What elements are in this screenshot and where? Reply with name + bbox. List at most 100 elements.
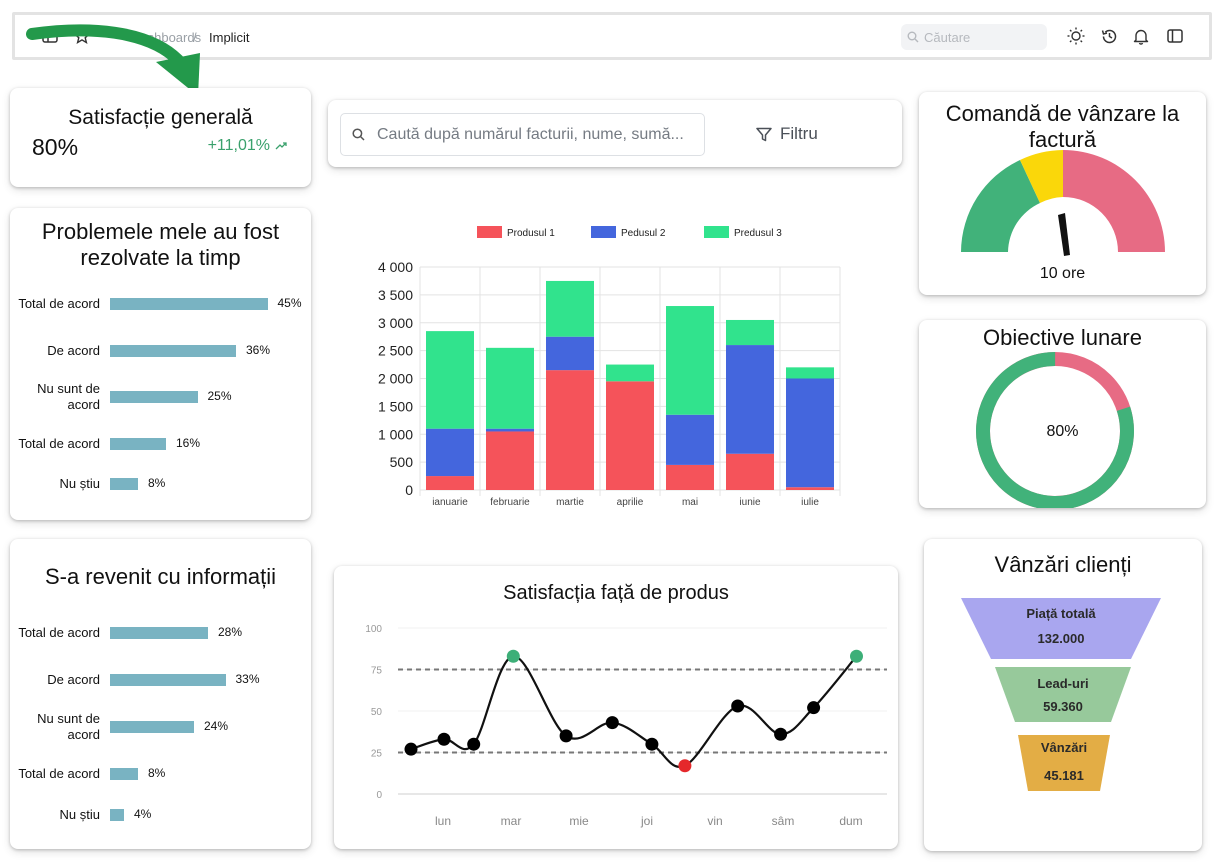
sun-icon[interactable] bbox=[1065, 25, 1087, 47]
bar-list-bar bbox=[110, 298, 268, 310]
kpi-delta-text: +11,01% bbox=[207, 137, 270, 154]
line-point bbox=[605, 716, 619, 730]
bar-list-label: Nu știu bbox=[59, 807, 100, 822]
stack-bar-2 bbox=[426, 331, 474, 429]
donut-value: 80% bbox=[1046, 423, 1079, 440]
bar-list-percent: 4% bbox=[134, 807, 152, 821]
funnel-stage-2-label: Lead-uri bbox=[1037, 676, 1089, 691]
bar-list-percent: 8% bbox=[148, 476, 166, 490]
legend-label: Predusul 3 bbox=[734, 228, 782, 239]
y-tick-label: 2 500 bbox=[378, 343, 413, 359]
x-tick-label: joi bbox=[640, 814, 653, 828]
panel-toggle-icon[interactable] bbox=[1164, 25, 1186, 47]
product-satisfaction-chart: 100 75 50 25 0 lun mar mie joi vin sâm dum bbox=[365, 624, 887, 828]
stack-bar-0 bbox=[486, 431, 534, 490]
bar-list-label: Total de acord bbox=[18, 296, 100, 311]
monthly-goals-card: Obiective lunare 80% bbox=[919, 320, 1206, 508]
gauge-chart bbox=[961, 150, 1165, 256]
funnel-title: Vânzări clienți bbox=[994, 552, 1132, 577]
sales-order-gauge-card: Comandă de vânzare la factură 10 ore bbox=[919, 92, 1206, 295]
kpi-value: 80% bbox=[32, 134, 79, 160]
bar-list-percent: 8% bbox=[148, 766, 166, 780]
x-tick-label: mie bbox=[569, 814, 589, 828]
y-tick-label: 500 bbox=[390, 454, 414, 470]
bar-list-bar bbox=[110, 674, 226, 686]
funnel-stage-1-label: Piață totală bbox=[1026, 606, 1096, 621]
bar-list-row: Nu știu 4% bbox=[10, 799, 311, 831]
stack-bar-1 bbox=[726, 345, 774, 454]
bar-list-bar bbox=[110, 345, 236, 357]
bar-list-row: Total de acord 16% bbox=[10, 428, 311, 460]
breadcrumb-separator: / bbox=[193, 30, 197, 45]
y-tick-label: 4 000 bbox=[378, 259, 413, 275]
x-tick-label: vin bbox=[707, 814, 722, 828]
search-icon bbox=[907, 31, 919, 43]
monthly-products-chart: 4 000 3 500 3 000 2 500 2 000 1 500 1 000 500 0 i… bbox=[378, 226, 841, 508]
bar-list-percent: 25% bbox=[207, 389, 232, 403]
y-tick-label: 0 bbox=[405, 482, 413, 498]
stack-bar-2 bbox=[666, 306, 714, 415]
bar-list-percent: 28% bbox=[218, 625, 243, 639]
gauge-title: Comandă de vânzare la factură bbox=[945, 101, 1180, 152]
stack-bar-2 bbox=[786, 367, 834, 379]
x-tick-label: mar bbox=[501, 814, 522, 828]
bar-list-row: Total de acord 28% bbox=[10, 617, 311, 649]
bar-list-bar bbox=[110, 768, 138, 780]
filter-button[interactable]: Filtru bbox=[756, 124, 818, 144]
line-point bbox=[850, 649, 863, 663]
gauge-red-segment bbox=[1063, 150, 1165, 252]
invoice-search-placeholder: Caută după numărul facturii, nume, sumă.… bbox=[377, 125, 684, 143]
line-chart-title: Satisfacția față de produs bbox=[503, 582, 729, 604]
line-point bbox=[774, 727, 788, 741]
x-tick-label: martie bbox=[556, 497, 584, 508]
problems-resolved-card: Problemele mele au fost rezolvate la tim… bbox=[10, 208, 311, 520]
product-satisfaction-card: Satisfacția față de produs 100 75 50 25 0 lun… bbox=[334, 566, 898, 849]
history-icon[interactable] bbox=[1098, 25, 1120, 47]
funnel-stage-2-value: 59.360 bbox=[1043, 699, 1083, 714]
followup-card: S-a revenit cu informații Total de acord… bbox=[10, 539, 311, 849]
line-point bbox=[437, 732, 451, 746]
y-tick-label: 1 000 bbox=[378, 426, 413, 442]
bar-list-label: De acord bbox=[47, 343, 100, 358]
line-point bbox=[731, 699, 745, 713]
bar-list-label: Total de acord bbox=[18, 436, 100, 451]
y-tick-label: 25 bbox=[371, 749, 383, 760]
funnel-chart bbox=[961, 598, 1161, 791]
bar-list-label: Nu știu bbox=[59, 476, 100, 491]
funnel-stage-3-value: 45.181 bbox=[1044, 768, 1084, 783]
kpi-title: Satisfacție generală bbox=[68, 106, 253, 129]
bell-icon[interactable] bbox=[1130, 25, 1152, 47]
line-point bbox=[559, 729, 573, 743]
bar-list-row: De acord 36% bbox=[10, 335, 311, 367]
x-tick-label: iunie bbox=[739, 497, 761, 508]
bar-list-label: Nu sunt de acord bbox=[37, 381, 100, 412]
kpi-delta: +11,01% bbox=[208, 137, 287, 155]
breadcrumb-current[interactable]: Implicit bbox=[209, 30, 250, 45]
bar-list-label: Nu sunt de acord bbox=[37, 711, 100, 742]
bar-list-label: Total de acord bbox=[18, 766, 100, 781]
bar-list-percent: 24% bbox=[204, 719, 229, 733]
stack-bar-0 bbox=[726, 453, 774, 490]
stack-bar-0 bbox=[666, 464, 714, 490]
stack-bar-2 bbox=[606, 364, 654, 382]
y-tick-label: 3 500 bbox=[378, 287, 413, 303]
x-tick-label: februarie bbox=[490, 497, 530, 508]
funnel-stage-3-label: Vânzări bbox=[1040, 740, 1088, 755]
bar-list-percent: 36% bbox=[246, 343, 271, 357]
bar-list-bar bbox=[110, 809, 124, 821]
x-tick-label: ianuarie bbox=[432, 497, 468, 508]
funnel-stage-total-market bbox=[961, 598, 1161, 659]
invoice-search-input[interactable]: Caută după numărul facturii, nume, sumă.… bbox=[340, 113, 705, 156]
bar-list-label: De acord bbox=[47, 672, 100, 687]
donut-chart bbox=[976, 352, 1134, 508]
top-search-input[interactable]: Căutare bbox=[901, 24, 1047, 50]
legend-label: Pedusul 2 bbox=[621, 228, 666, 239]
followup-title: S-a revenit cu informații bbox=[44, 564, 277, 589]
filter-bar: Caută după numărul facturii, nume, sumă.… bbox=[328, 100, 902, 167]
stack-bar-0 bbox=[606, 381, 654, 490]
bar-list-percent: 45% bbox=[277, 296, 302, 310]
gauge-yellow-segment bbox=[1020, 150, 1063, 203]
y-tick-label: 50 bbox=[371, 707, 383, 718]
y-tick-label: 0 bbox=[376, 790, 382, 801]
bar-list-row: Nu sunt de acord 24% bbox=[10, 711, 311, 743]
